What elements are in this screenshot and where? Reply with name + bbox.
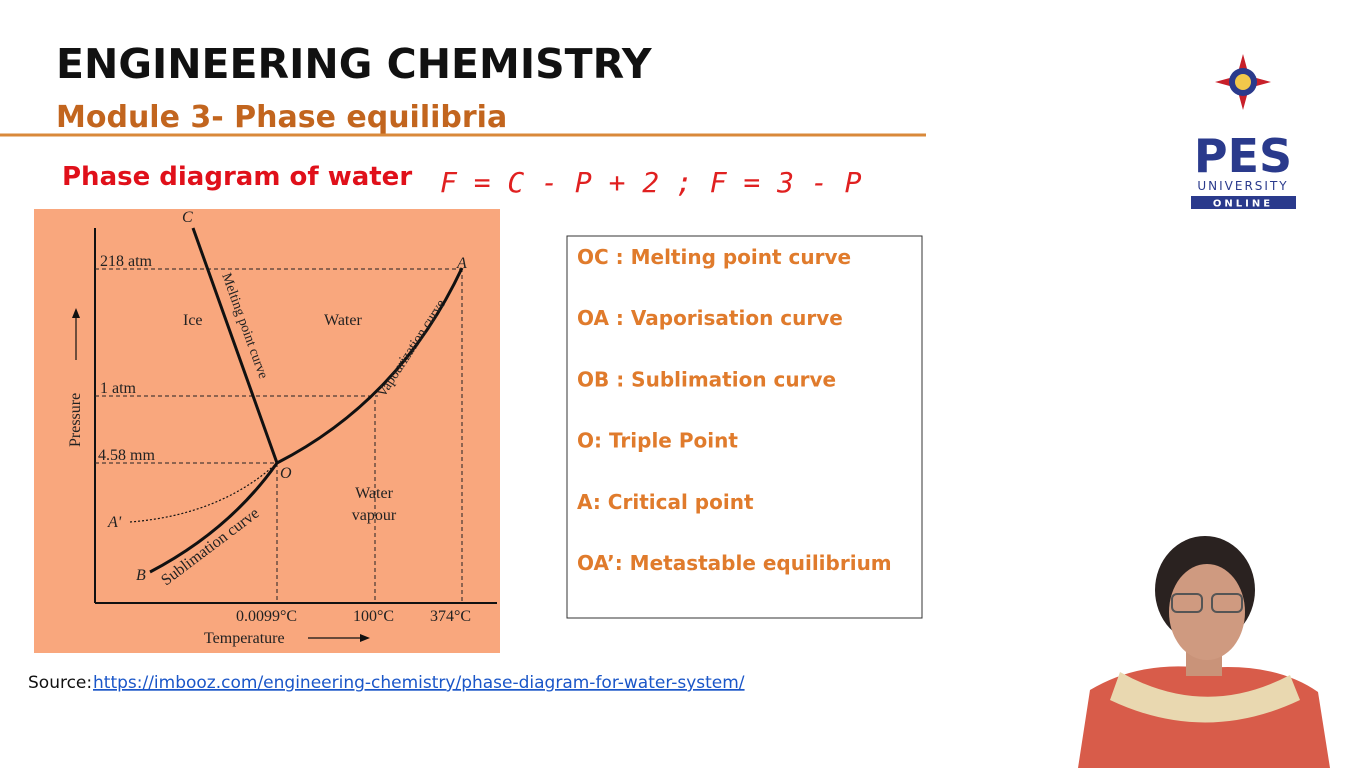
x-axis-label: Temperature	[204, 630, 285, 647]
pressure-label: 4.58 mm	[98, 447, 155, 464]
section-title: Phase diagram of water	[62, 162, 412, 192]
definition-item: O: Triple Point	[577, 429, 738, 453]
temp-label: 0.0099°C	[236, 608, 297, 625]
y-axis-label: Pressure	[67, 393, 84, 447]
pressure-label: 1 atm	[100, 380, 137, 397]
subtitle: Module 3- Phase equilibria	[56, 100, 507, 135]
melting-curve	[191, 227, 279, 464]
logo-core	[1235, 74, 1251, 90]
region-label: Water	[355, 485, 393, 502]
logo: PES UNIVERSITY ONLINE	[1191, 54, 1296, 210]
phase-diagram: C A O A' B 218 atm 1 atm 4.58 mm Ice Wat…	[34, 209, 500, 653]
handwritten-note: F = C - P + 2 ; F = 3 - P	[440, 166, 862, 199]
presenter-scarf	[1110, 672, 1300, 723]
presenter-video	[1078, 536, 1330, 768]
logo-name: PES	[1194, 129, 1292, 183]
sublimation-curve	[149, 462, 279, 574]
vaporisation-curve	[276, 267, 464, 465]
point-label: C	[182, 209, 193, 226]
source-url[interactable]: https://imbooz.com/engineering-chemistry…	[93, 673, 745, 693]
definition-item: OB : Sublimation curve	[577, 367, 836, 391]
point-label: A	[456, 255, 467, 272]
presenter-face	[1169, 564, 1245, 660]
logo-band	[1191, 196, 1296, 209]
definition-item: OA : Vaporisation curve	[577, 306, 843, 330]
presenter-glasses	[1171, 593, 1203, 613]
region-label: Ice	[183, 312, 203, 329]
logo-line1: UNIVERSITY	[1197, 179, 1288, 193]
definition-item: OC : Melting point curve	[577, 245, 851, 269]
point-label: O	[280, 465, 292, 482]
temp-label: 100°C	[353, 608, 394, 625]
definition-box	[566, 235, 923, 619]
definition-item: OA’: Metastable equilibrium	[577, 551, 892, 575]
title: ENGINEERING CHEMISTRY	[56, 40, 653, 88]
definition-item: A: Critical point	[577, 490, 754, 514]
point-label: A'	[107, 514, 122, 531]
point-label: B	[136, 567, 146, 584]
definitions: OC : Melting point curve OA : Vaporisatio…	[577, 245, 892, 575]
axis-arrow-head	[72, 308, 80, 318]
logo-line2: ONLINE	[1213, 199, 1273, 210]
metastable-curve	[129, 462, 278, 523]
presenter-glasses	[1211, 593, 1243, 613]
source-link[interactable]: https://imbooz.com/engineering-chemistry…	[93, 673, 745, 693]
pressure-label: 218 atm	[100, 253, 153, 270]
region-label: vapour	[352, 507, 397, 524]
axis-arrow-head	[360, 634, 370, 642]
region-label: Water	[324, 312, 362, 329]
source-label: Source:	[28, 673, 92, 693]
temp-label: 374°C	[430, 608, 471, 625]
